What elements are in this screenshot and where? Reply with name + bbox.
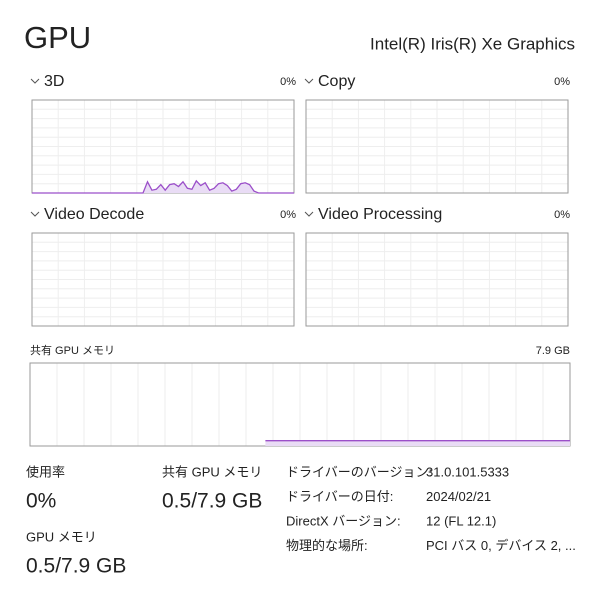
engine-name: Video Decode [44, 206, 144, 223]
stat-label: GPU メモリ [26, 529, 97, 544]
chevron [30, 78, 40, 84]
detail-label: ドライバーのバージョン: [286, 464, 432, 479]
stat-label: 使用率 [26, 464, 65, 479]
engine-value: 0% [280, 209, 296, 221]
engine-value: 0% [554, 209, 570, 221]
engine-name: Copy [318, 73, 355, 90]
chevron [304, 78, 314, 84]
detail-label: DirectX バージョン: [286, 513, 401, 528]
memory-max: 7.9 GB [536, 345, 570, 357]
detail-label: ドライバーの日付: [286, 489, 393, 504]
adapter-name: Intel(R) Iris(R) Xe Graphics [370, 34, 575, 53]
graph-frame [305, 99, 569, 194]
detail-value: PCI バス 0, デバイス 2, ... [426, 538, 576, 553]
engine-value: 0% [280, 76, 296, 88]
panel-title: GPU [24, 20, 91, 55]
graph-area [265, 440, 570, 446]
graph-frame [305, 232, 569, 327]
memory-title: 共有 GPU メモリ [30, 343, 115, 357]
engine-value: 0% [554, 76, 570, 88]
chevron [30, 211, 40, 217]
stat-value: 0.5/7.9 GB [26, 555, 126, 578]
engine-name: 3D [44, 73, 64, 90]
stat-value: 0% [26, 490, 56, 513]
graph-line [32, 179, 294, 194]
graph-frame [31, 232, 295, 327]
detail-value: 2024/02/21 [426, 489, 491, 504]
detail-label: 物理的な場所: [286, 538, 368, 553]
engine-name: Video Processing [318, 206, 442, 223]
graph-area [32, 180, 294, 193]
chevron [304, 211, 314, 217]
stat-value: 0.5/7.9 GB [162, 490, 262, 513]
stat-label: 共有 GPU メモリ [162, 464, 262, 479]
detail-value: 12 (FL 12.1) [426, 513, 496, 528]
detail-value: 31.0.101.5333 [426, 464, 509, 479]
